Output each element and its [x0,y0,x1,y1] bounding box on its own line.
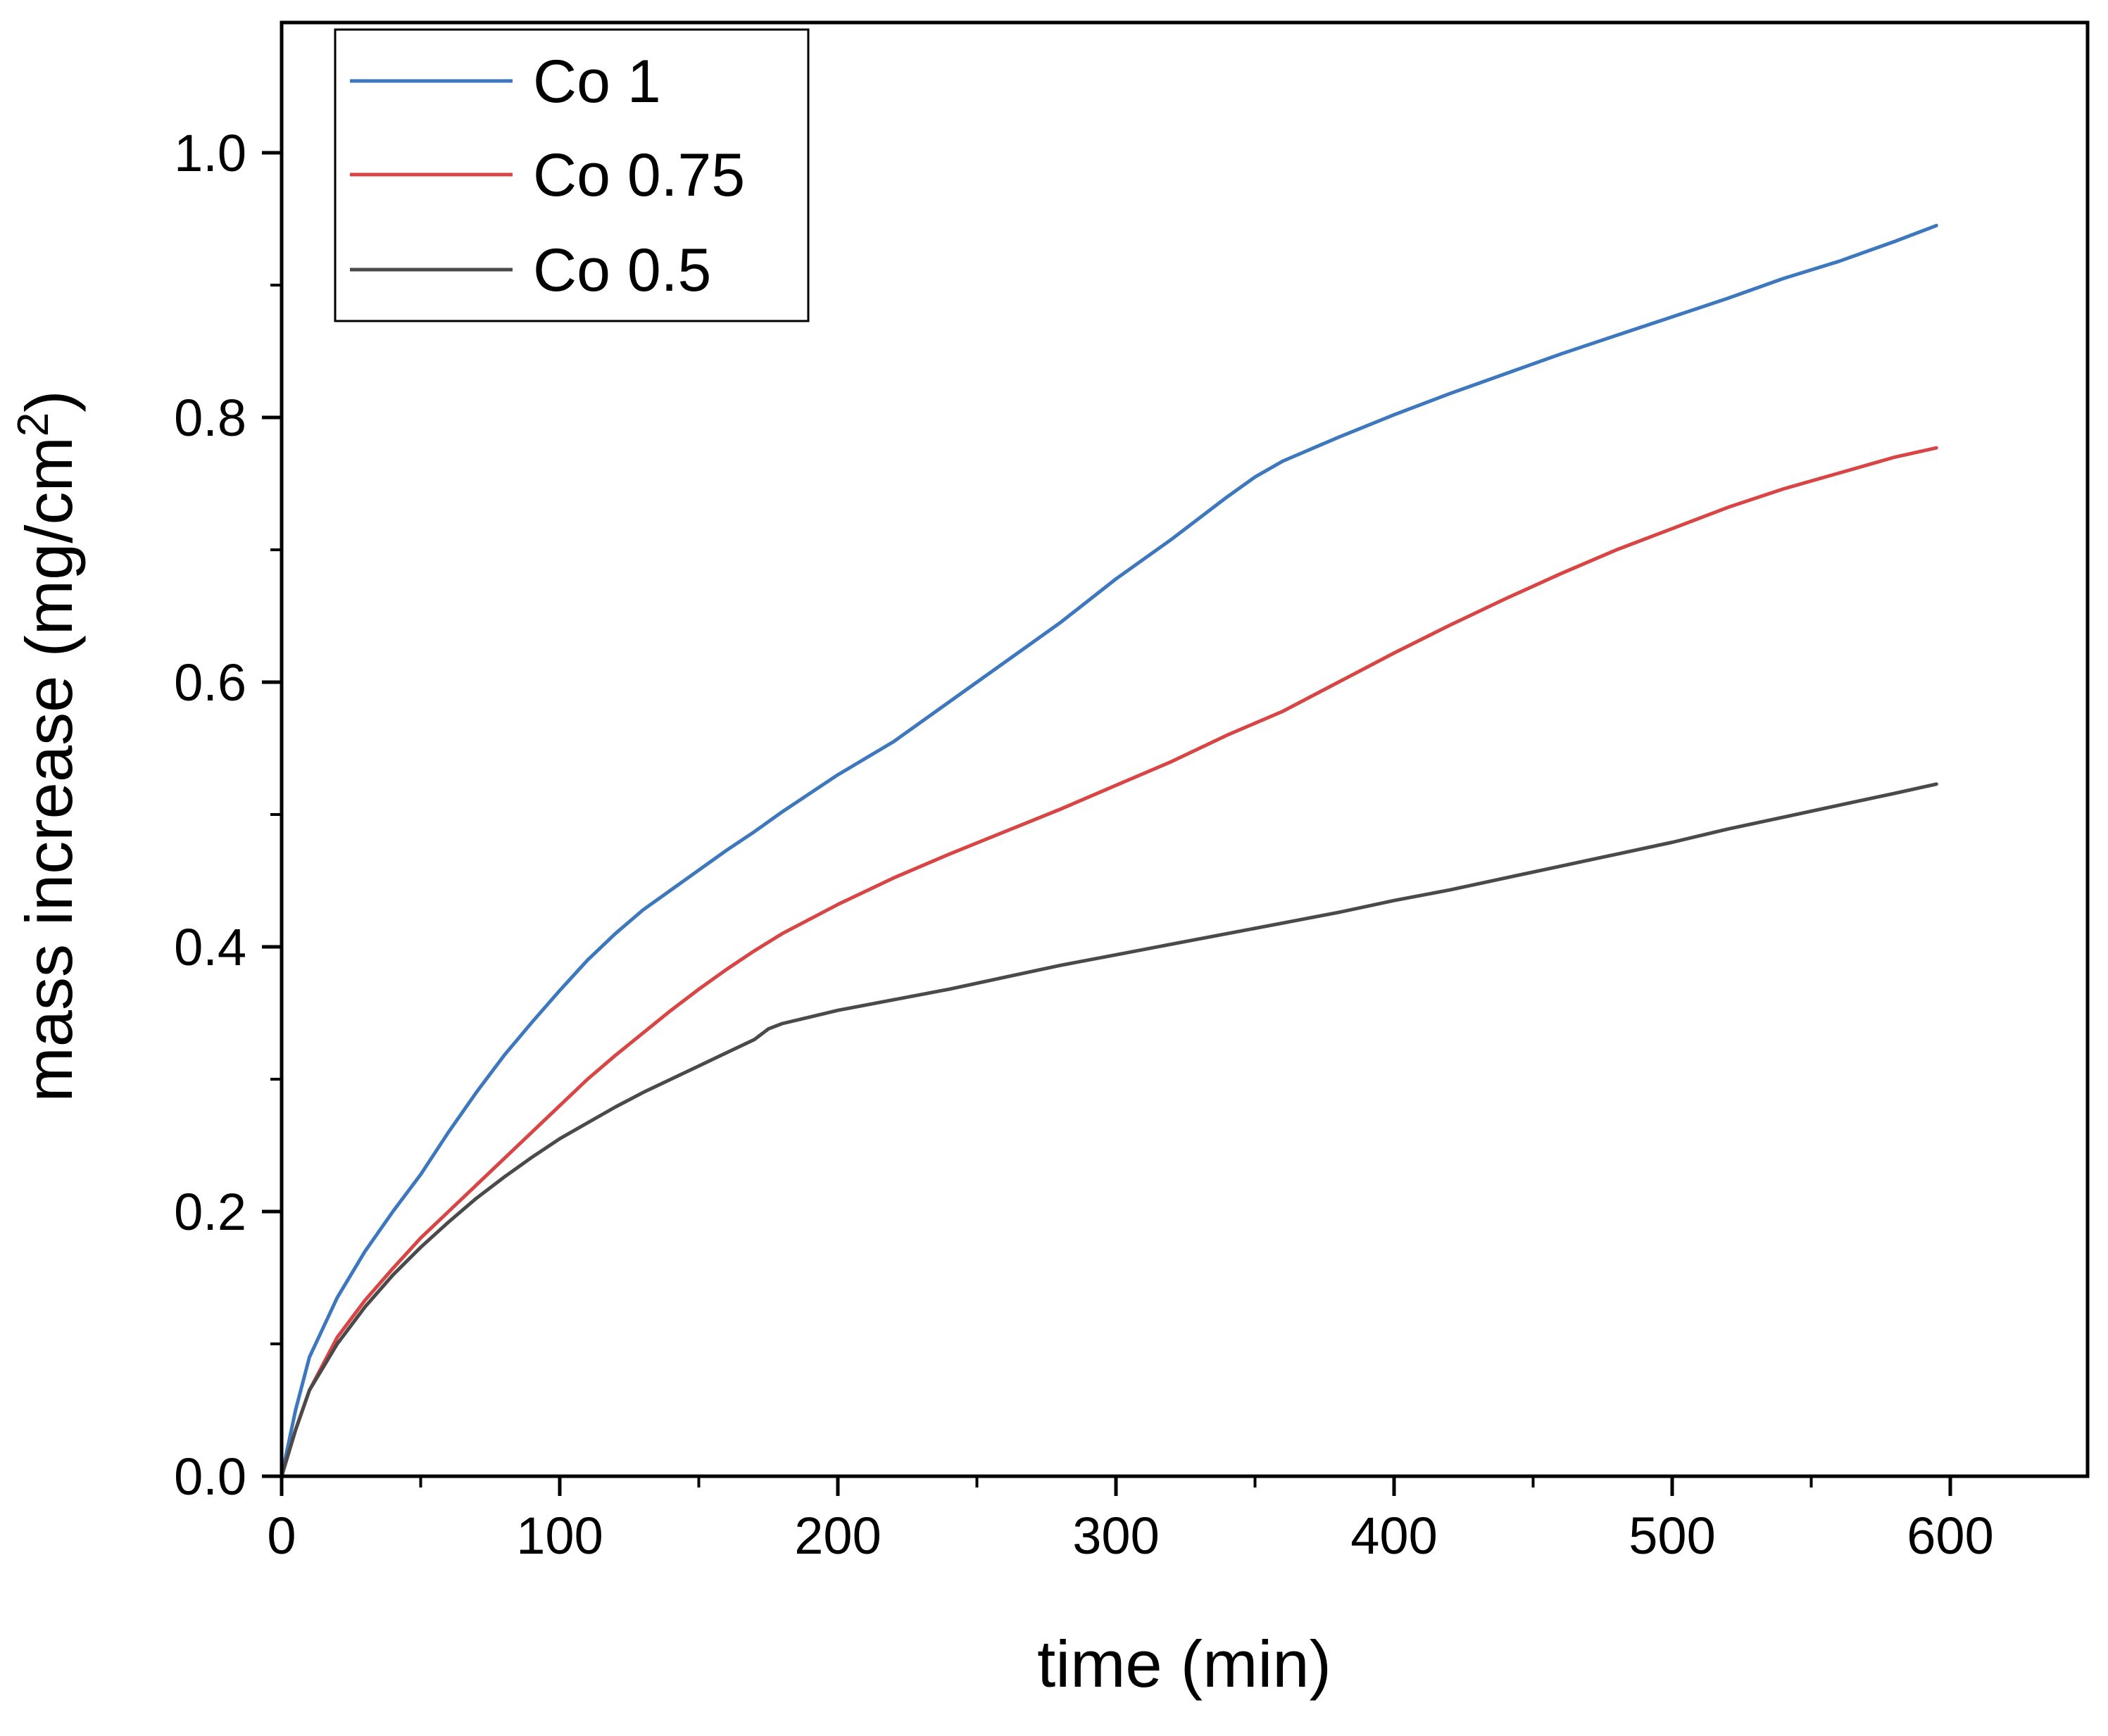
y-axis-title: mass increase (mg/cm2) [9,390,86,1102]
y-tick-label: 0.4 [174,918,246,976]
axis-ticks: 0 100 200 300 400 500 600 0.0 0.2 0.4 0.6 0.8 1.0 [174,124,1994,1565]
x-tick-label: 400 [1350,1507,1437,1565]
y-tick-label: 0.0 [174,1447,246,1506]
y-tick-label: 0.6 [174,653,246,712]
x-tick-label: 500 [1629,1507,1715,1565]
legend: Co 1 Co 0.75 Co 0.5 [334,28,810,322]
x-tick-label: 600 [1907,1507,1993,1565]
legend-entry: Co 1 [350,48,661,115]
x-tick-label: 300 [1072,1507,1159,1565]
y-tick-label: 0.2 [174,1183,246,1241]
series-line [280,782,1938,1478]
legend-label: Co 1 [533,48,661,115]
plot-frame [280,20,2090,1478]
x-axis-title: time (min) [1037,1627,1331,1701]
y-axis-title-end: ) [12,390,86,412]
y-axis-title-superscript: 2 [9,413,58,436]
series-lines [280,223,1938,1478]
x-tick-label: 200 [794,1507,881,1565]
legend-entry: Co 0.75 [350,141,745,209]
legend-entry: Co 0.5 [350,237,711,304]
y-axis-title-main: mass increase (mg/cm [12,436,86,1102]
series-line [280,223,1938,1478]
x-tick-label: 100 [516,1507,603,1565]
y-tick-label: 0.8 [174,389,246,447]
legend-label: Co 0.75 [533,141,745,209]
series-line [280,446,1938,1478]
x-tick-label: 0 [267,1507,296,1565]
y-tick-label: 1.0 [174,124,246,182]
legend-label: Co 0.5 [533,237,711,304]
